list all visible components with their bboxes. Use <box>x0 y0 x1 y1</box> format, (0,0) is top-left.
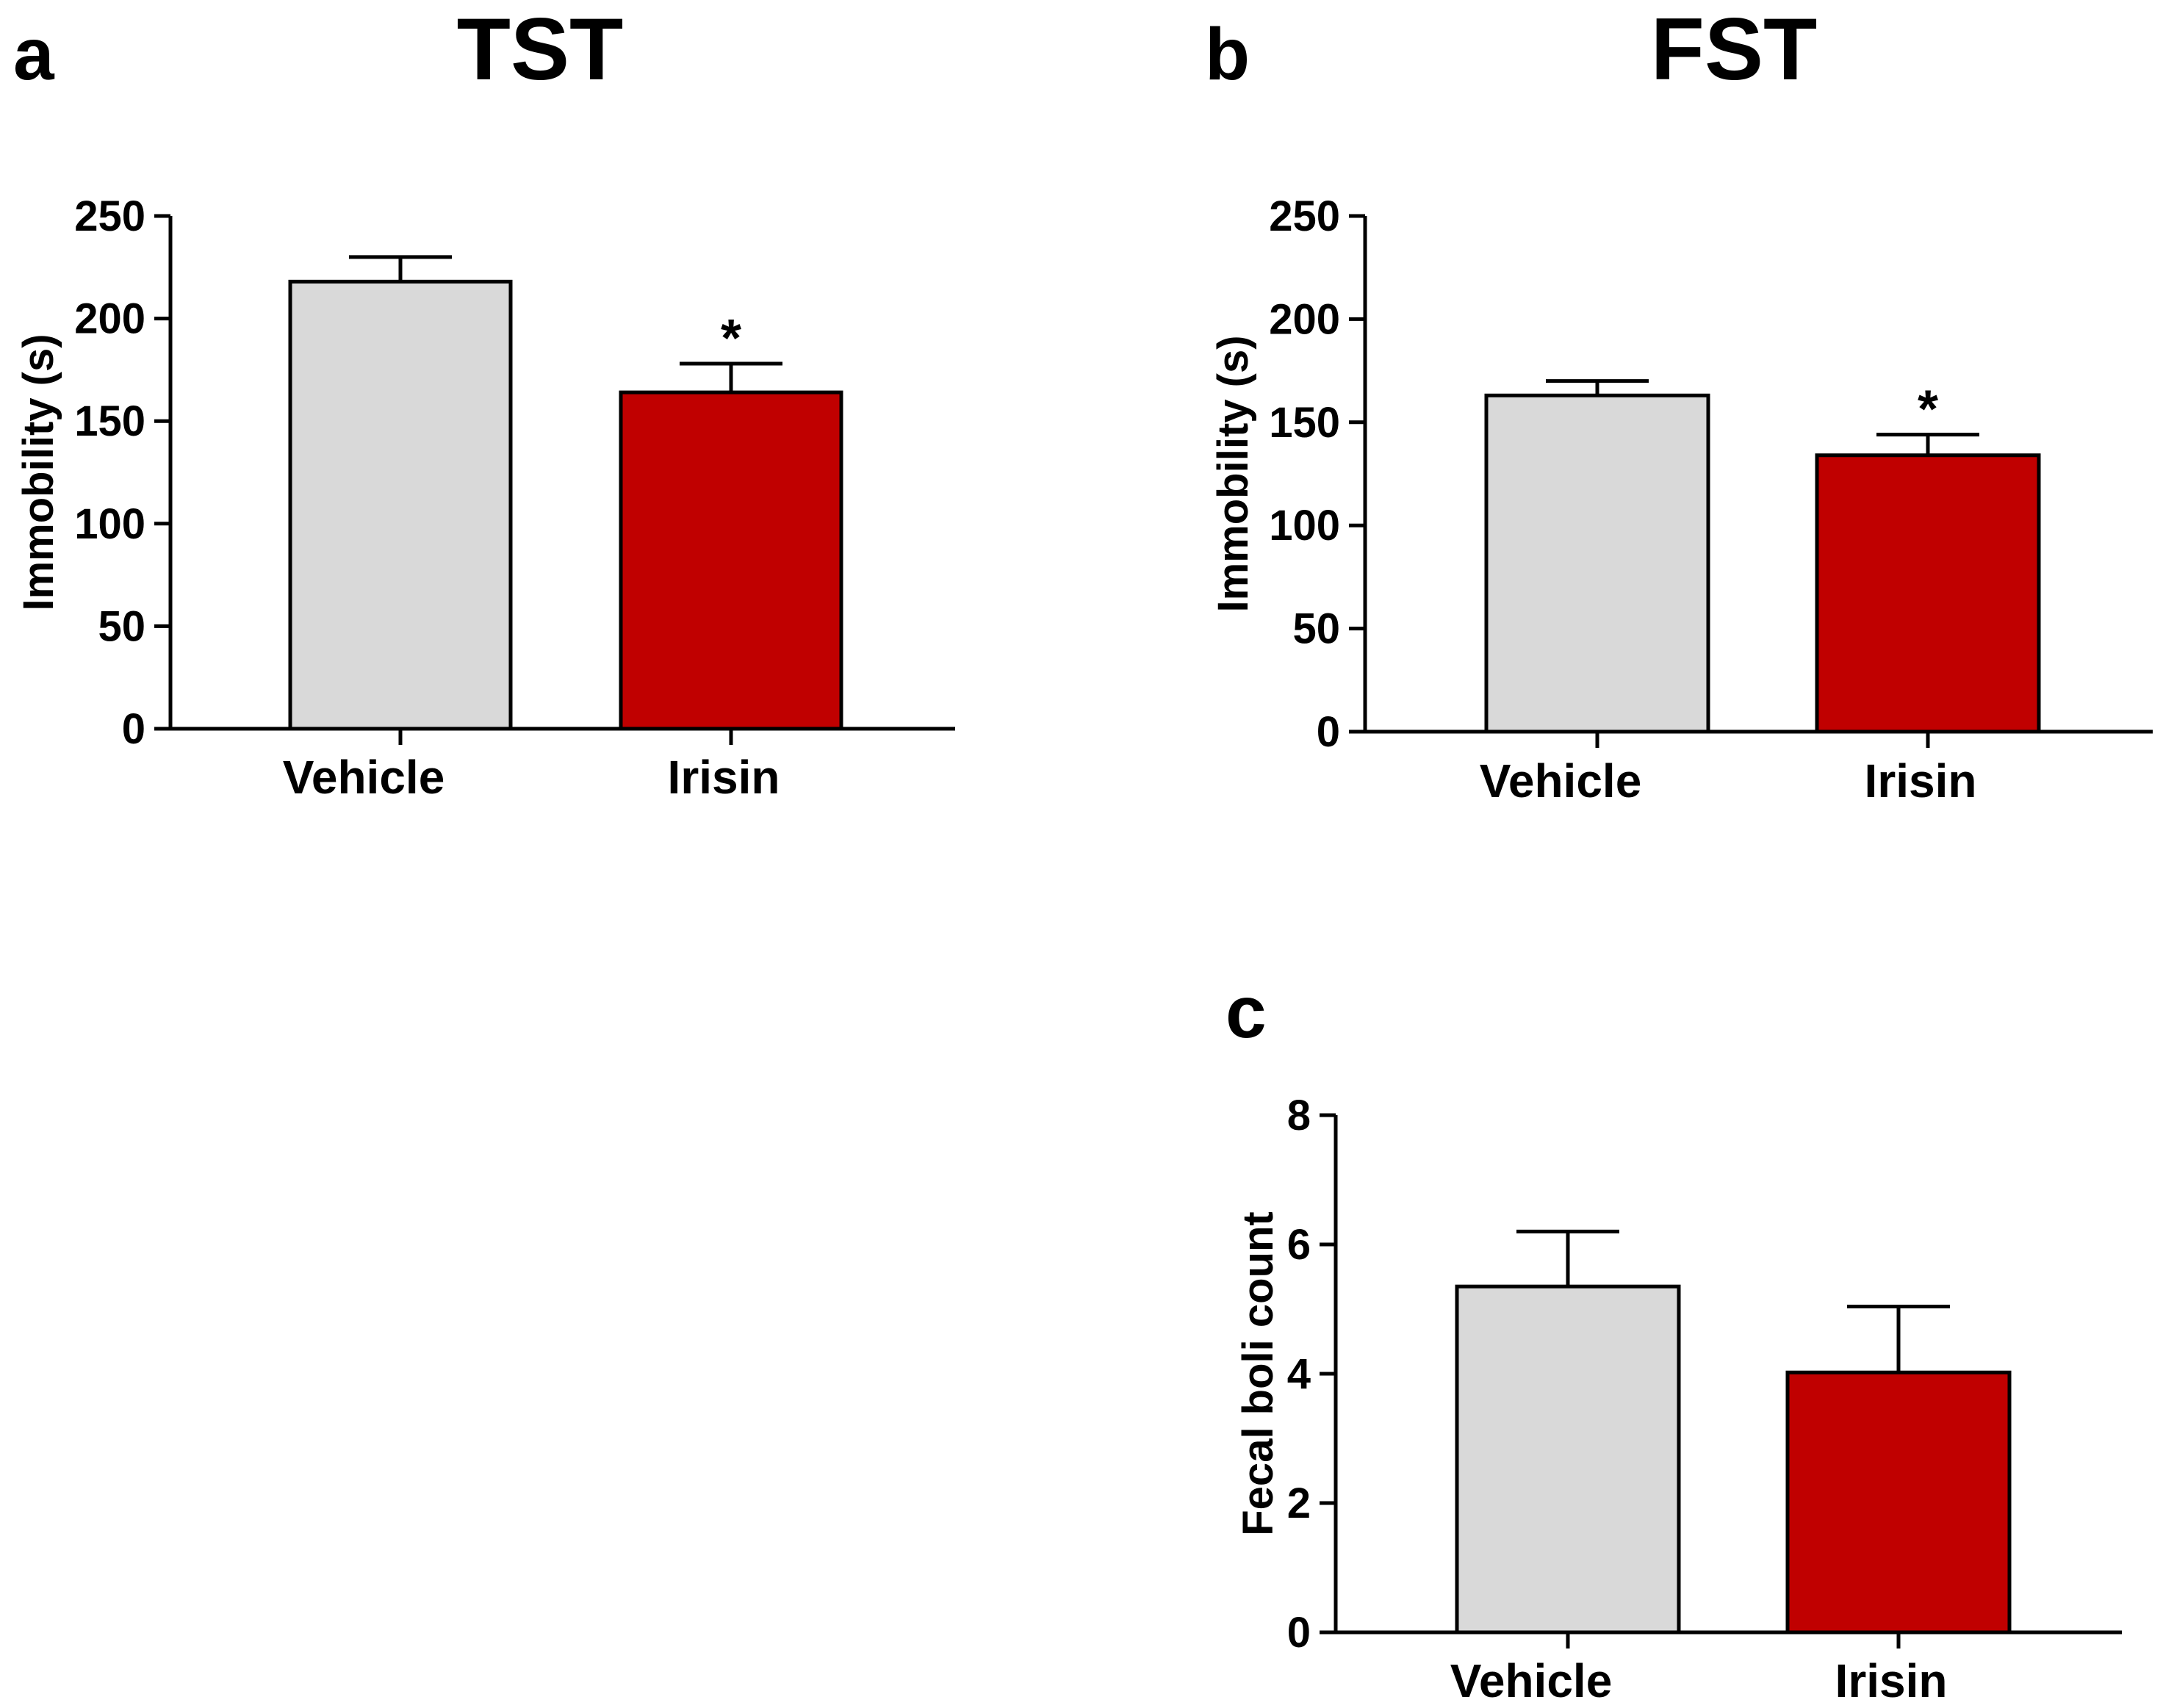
y-tick-label-200: 200 <box>1269 295 1340 343</box>
y-tick-label-50: 50 <box>98 602 145 650</box>
bar-vehicle <box>288 279 513 731</box>
y-tick-label-6: 6 <box>1287 1221 1311 1269</box>
x-tick-label-irisin: Irisin <box>1865 754 1977 807</box>
y-tick-label-8: 8 <box>1287 1092 1311 1139</box>
y-tick-label-150: 150 <box>74 397 145 445</box>
panel-letter-c: c <box>1226 971 1267 1053</box>
bar-irisin <box>1815 453 2041 734</box>
y-axis-label: Immobility (s) <box>15 334 62 610</box>
y-tick-label-0: 0 <box>122 705 145 753</box>
x-tick-label-vehicle: Vehicle <box>1480 754 1642 807</box>
y-tick-label-2: 2 <box>1287 1480 1311 1527</box>
x-tick-label-vehicle: Vehicle <box>1450 1654 1613 1707</box>
x-tick-label-irisin: Irisin <box>668 751 780 804</box>
panel-letter-a: a <box>13 13 55 96</box>
y-tick-label-150: 150 <box>1269 399 1340 447</box>
y-tick-label-100: 100 <box>74 500 145 548</box>
y-axis-label: Immobility (s) <box>1209 335 1257 612</box>
y-axis-label: Fecal boli count <box>1234 1211 1282 1536</box>
significance-marker: * <box>1918 381 1938 439</box>
y-tick-label-200: 200 <box>74 295 145 343</box>
bar-irisin <box>1785 1370 2012 1635</box>
x-tick-label-vehicle: Vehicle <box>283 751 445 804</box>
bar-vehicle <box>1484 393 1710 734</box>
significance-marker: * <box>721 309 741 368</box>
chart-title: FST <box>1651 0 1818 98</box>
y-tick-label-250: 250 <box>74 192 145 240</box>
y-tick-label-250: 250 <box>1269 192 1340 240</box>
y-tick-label-100: 100 <box>1269 502 1340 549</box>
chart-title: TST <box>457 0 624 98</box>
x-tick-label-irisin: Irisin <box>1835 1654 1948 1707</box>
y-tick-label-0: 0 <box>1317 708 1340 756</box>
bar-vehicle <box>1455 1284 1681 1635</box>
y-tick-label-50: 50 <box>1292 605 1340 653</box>
y-tick-label-0: 0 <box>1287 1609 1311 1657</box>
y-tick-label-4: 4 <box>1287 1350 1311 1398</box>
panel-letter-b: b <box>1205 13 1250 96</box>
bar-irisin <box>619 390 843 731</box>
